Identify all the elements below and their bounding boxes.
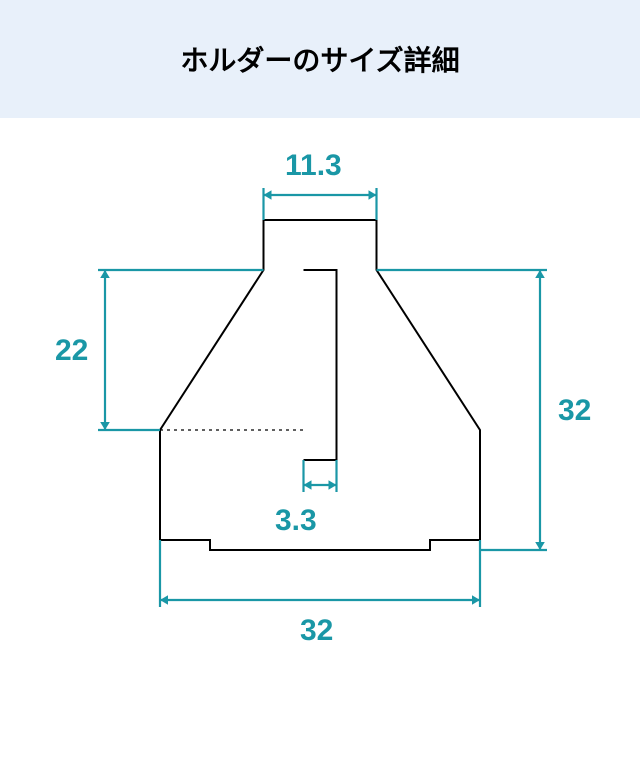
dim-label-slot_3_3: 3.3	[275, 504, 317, 537]
arrow-head-icon	[472, 595, 480, 605]
holder-cross-section-diagram: 11.3 22 32 32 3.3	[0, 150, 640, 720]
arrow-head-icon	[100, 422, 110, 430]
arrow-head-icon	[369, 190, 377, 200]
arrow-head-icon	[535, 270, 545, 278]
arrow-head-icon	[535, 542, 545, 550]
arrow-head-icon	[264, 190, 272, 200]
dim-label-bottom_32: 32	[300, 614, 333, 647]
page-title: ホルダーのサイズ詳細	[180, 39, 459, 79]
dim-label-right_32: 32	[558, 394, 591, 427]
diagram-svg: 11.3 22 32 32 3.3	[0, 150, 640, 720]
arrow-head-icon	[160, 595, 168, 605]
dim-label-top_11_3: 11.3	[285, 150, 342, 182]
title-band: ホルダーのサイズ詳細	[0, 0, 640, 118]
page: ホルダーのサイズ詳細 11.3 22 32 32 3.3	[0, 0, 640, 773]
arrow-head-icon	[100, 270, 110, 278]
slot-outline	[304, 270, 337, 460]
arrow-head-icon	[329, 480, 337, 490]
arrow-head-icon	[304, 480, 312, 490]
dim-label-left_22: 22	[55, 334, 88, 367]
